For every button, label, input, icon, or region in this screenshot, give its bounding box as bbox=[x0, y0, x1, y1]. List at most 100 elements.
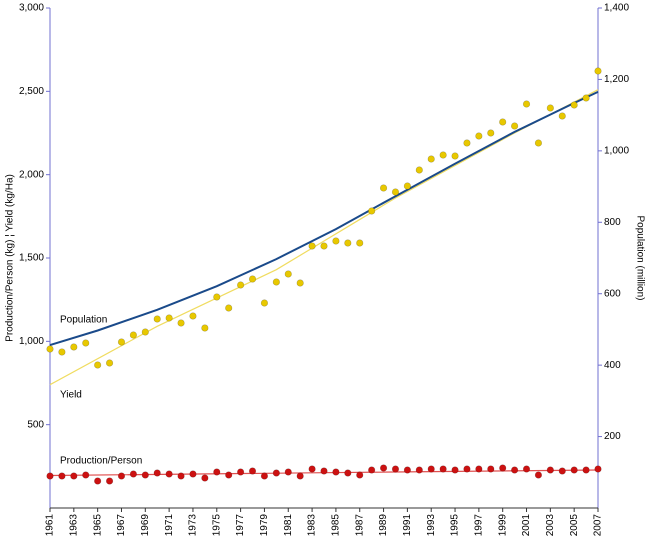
point bbox=[356, 239, 364, 247]
point bbox=[260, 472, 269, 480]
point bbox=[46, 472, 54, 480]
y-tick-label: 1,500 bbox=[19, 253, 44, 264]
y2-tick-label: 400 bbox=[604, 360, 621, 371]
point bbox=[344, 239, 352, 247]
point bbox=[522, 465, 531, 473]
point bbox=[439, 465, 447, 473]
y-tick-label: 2,000 bbox=[19, 169, 44, 180]
point bbox=[558, 467, 566, 475]
point bbox=[296, 279, 304, 287]
point bbox=[296, 472, 304, 480]
point bbox=[129, 470, 137, 478]
point bbox=[129, 331, 137, 339]
point bbox=[427, 155, 435, 163]
point bbox=[189, 470, 197, 478]
point bbox=[356, 471, 364, 479]
x-tick-label: 1999 bbox=[497, 514, 508, 537]
series-label: Yield bbox=[60, 390, 82, 401]
point bbox=[475, 465, 483, 473]
point bbox=[570, 101, 578, 109]
point bbox=[439, 151, 447, 159]
point bbox=[284, 270, 292, 278]
point bbox=[70, 343, 78, 351]
y2-tick-label: 600 bbox=[604, 288, 621, 299]
point bbox=[272, 469, 280, 477]
y-tick-label: 1,000 bbox=[19, 336, 44, 347]
point bbox=[463, 139, 471, 147]
x-tick-label: 1983 bbox=[307, 514, 318, 537]
point bbox=[153, 469, 161, 477]
point bbox=[177, 472, 185, 480]
point bbox=[225, 471, 233, 479]
y-tick-label: 3,000 bbox=[19, 3, 44, 14]
point bbox=[201, 324, 209, 332]
point bbox=[570, 466, 578, 474]
point bbox=[225, 304, 233, 312]
point bbox=[320, 242, 328, 250]
point bbox=[213, 468, 221, 476]
point bbox=[463, 465, 471, 473]
y-tick-label: 2,500 bbox=[19, 86, 44, 97]
point bbox=[594, 465, 602, 473]
point bbox=[94, 361, 102, 369]
point bbox=[379, 184, 388, 192]
x-tick-label: 1985 bbox=[331, 514, 342, 537]
y-axis-title: Production/Person (kg) ¦ Yield (kg/Ha) bbox=[5, 174, 16, 342]
point bbox=[46, 345, 54, 353]
x-tick-label: 1961 bbox=[45, 514, 56, 537]
y2-tick-label: 800 bbox=[604, 217, 621, 228]
point bbox=[499, 464, 507, 472]
point bbox=[165, 314, 173, 322]
x-tick-label: 1997 bbox=[474, 514, 485, 537]
x-tick-label: 1989 bbox=[378, 514, 389, 537]
x-tick-label: 1965 bbox=[92, 514, 103, 537]
point bbox=[272, 278, 280, 286]
point bbox=[379, 464, 388, 472]
point bbox=[105, 477, 114, 485]
point bbox=[534, 471, 543, 479]
point bbox=[141, 471, 149, 479]
point bbox=[415, 466, 423, 474]
point bbox=[58, 348, 66, 356]
point bbox=[368, 466, 376, 474]
x-tick-label: 1977 bbox=[235, 514, 246, 537]
point bbox=[558, 112, 566, 120]
x-tick-label: 2007 bbox=[593, 514, 604, 537]
x-tick-label: 2003 bbox=[545, 514, 556, 537]
point bbox=[582, 94, 590, 102]
y2-tick-label: 1,400 bbox=[604, 3, 629, 14]
point bbox=[153, 315, 161, 323]
x-tick-label: 1979 bbox=[259, 514, 270, 537]
point bbox=[70, 472, 78, 480]
x-tick-label: 1987 bbox=[354, 514, 365, 537]
point bbox=[165, 470, 173, 478]
point bbox=[344, 469, 352, 477]
point bbox=[415, 166, 423, 174]
point bbox=[237, 468, 245, 476]
point bbox=[320, 467, 328, 475]
y2-tick-label: 200 bbox=[604, 431, 621, 442]
point bbox=[248, 467, 257, 475]
point bbox=[177, 319, 185, 327]
point bbox=[82, 339, 90, 347]
point bbox=[237, 281, 245, 289]
point bbox=[522, 100, 531, 108]
point bbox=[332, 237, 340, 245]
series-label: Production/Person bbox=[60, 456, 142, 467]
point bbox=[451, 152, 459, 160]
x-tick-label: 1973 bbox=[188, 514, 199, 537]
point bbox=[189, 312, 197, 320]
x-tick-label: 1971 bbox=[164, 514, 175, 537]
point bbox=[582, 466, 590, 474]
y2-tick-label: 1,200 bbox=[604, 74, 629, 85]
point bbox=[105, 359, 114, 367]
point bbox=[451, 466, 459, 474]
point bbox=[82, 471, 90, 479]
point bbox=[391, 188, 400, 196]
point bbox=[117, 338, 126, 346]
trend-line bbox=[49, 89, 599, 386]
point bbox=[308, 465, 316, 473]
point bbox=[260, 299, 269, 307]
point bbox=[427, 465, 435, 473]
